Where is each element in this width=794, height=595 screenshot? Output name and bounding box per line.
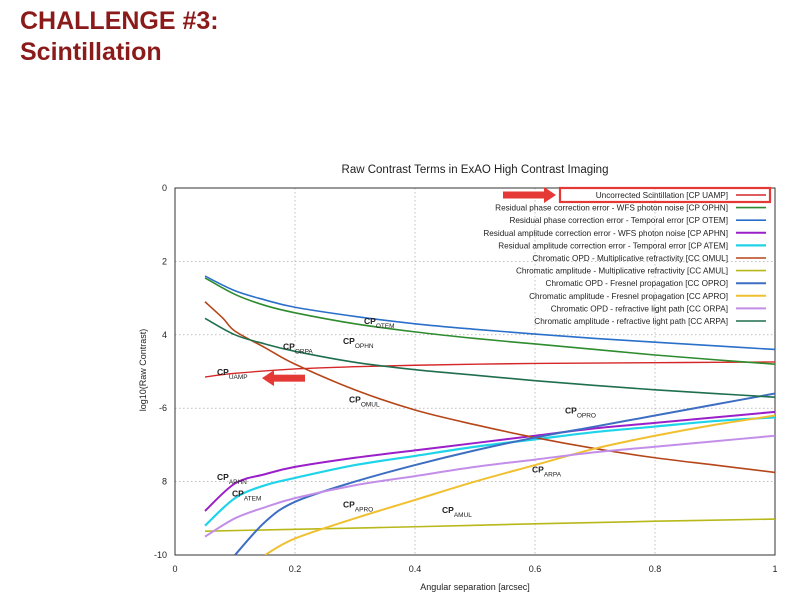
x-tick-label: 0.8 bbox=[649, 564, 662, 574]
legend-label-atem: Residual amplitude correction error - Te… bbox=[498, 241, 728, 250]
annotation-uamp: CPUAMP bbox=[217, 367, 248, 381]
series-line-apro bbox=[264, 414, 775, 555]
y-tick-label: -6 bbox=[159, 403, 167, 413]
y-tick-label: 4 bbox=[162, 330, 167, 340]
series-lines bbox=[204, 275, 775, 555]
plot-frame bbox=[174, 187, 776, 556]
y-tick-label: 0 bbox=[162, 183, 167, 193]
x-tick-label: 0.2 bbox=[289, 564, 302, 574]
y-tick-label: 8 bbox=[162, 477, 167, 487]
highlight-arrows bbox=[262, 187, 556, 387]
series-line-arpa bbox=[204, 434, 775, 538]
series-line-opro bbox=[234, 392, 775, 555]
series-line-omul bbox=[204, 301, 775, 474]
series-line-orpa bbox=[204, 317, 775, 398]
legend-label-amul: Chromatic amplitude - Multiplicative ref… bbox=[516, 267, 728, 276]
series-line-uamp bbox=[204, 361, 775, 378]
legend-label-orpa: Chromatic amplitude - refractive light p… bbox=[534, 317, 728, 326]
legend-label-arpa: Chromatic OPD - refractive light path [C… bbox=[551, 304, 728, 313]
slide-title: CHALLENGE #3: Scintillation bbox=[20, 6, 219, 68]
annotation-otem: CPOTEM bbox=[364, 316, 395, 330]
legend-label-otem: Residual phase correction error - Tempor… bbox=[509, 216, 728, 225]
series-line-aphn bbox=[204, 410, 775, 512]
series-line-ophn bbox=[204, 277, 775, 365]
annotation-ophn: CPOPHN bbox=[343, 336, 374, 350]
uamp-arrow-shaft bbox=[274, 374, 305, 382]
annotation-apro: CPAPRO bbox=[343, 499, 373, 513]
series-line-otem bbox=[204, 275, 775, 351]
legend-label-omul: Chromatic OPD - Multiplicative refractiv… bbox=[532, 254, 728, 263]
annotation-arpa: CPARPA bbox=[532, 464, 562, 478]
legend-label-aphn: Residual amplitude correction error - WF… bbox=[483, 229, 728, 238]
slide-title-line1: CHALLENGE #3: bbox=[20, 7, 219, 35]
legend-highlight-box bbox=[558, 186, 772, 204]
x-tick-label: 0.4 bbox=[409, 564, 422, 574]
y-tick-label: -10 bbox=[154, 550, 167, 560]
y-axis-label: log10(Raw Contrast) bbox=[138, 329, 148, 412]
legend-arrow-head bbox=[544, 187, 556, 203]
slide-title-line2: Scintillation bbox=[20, 38, 162, 66]
annotation-atem: CPATEM bbox=[232, 488, 261, 502]
annotation-orpa: CPORPA bbox=[283, 341, 313, 355]
uamp-arrow-head bbox=[262, 370, 274, 387]
legend-label-uamp: Uncorrected Scintillation [CP UAMP] bbox=[596, 191, 728, 200]
axis-ticks: 0 0.2 0.4 0.6 0.8 1 0 2 4 -6 8 -10 bbox=[154, 183, 778, 574]
series-line-atem bbox=[204, 416, 775, 527]
y-tick-label: 2 bbox=[162, 256, 167, 266]
x-axis-label: Angular separation [arcsec] bbox=[420, 582, 530, 592]
x-tick-label: 1 bbox=[772, 564, 777, 574]
x-tick-label: 0 bbox=[172, 564, 177, 574]
legend-arrow-shaft bbox=[503, 191, 544, 199]
legend-label-opro: Chromatic OPD - Fresnel propagation [CC … bbox=[546, 279, 728, 288]
legend-label-ophn: Residual phase correction error - WFS ph… bbox=[495, 204, 728, 213]
chart-title: Raw Contrast Terms in ExAO High Contrast… bbox=[342, 164, 609, 176]
series-line-amul bbox=[204, 518, 775, 532]
annotation-aphn: CPAPHN bbox=[217, 472, 247, 486]
annotation-opro: CPOPRO bbox=[565, 406, 596, 420]
x-tick-label: 0.6 bbox=[529, 564, 542, 574]
annotation-amul: CPAMUL bbox=[442, 505, 472, 519]
legend-label-apro: Chromatic amplitude - Fresnel propagatio… bbox=[529, 292, 728, 301]
legend: Uncorrected Scintillation [CP UAMP] Resid… bbox=[483, 186, 772, 326]
chart-grid bbox=[175, 188, 775, 555]
